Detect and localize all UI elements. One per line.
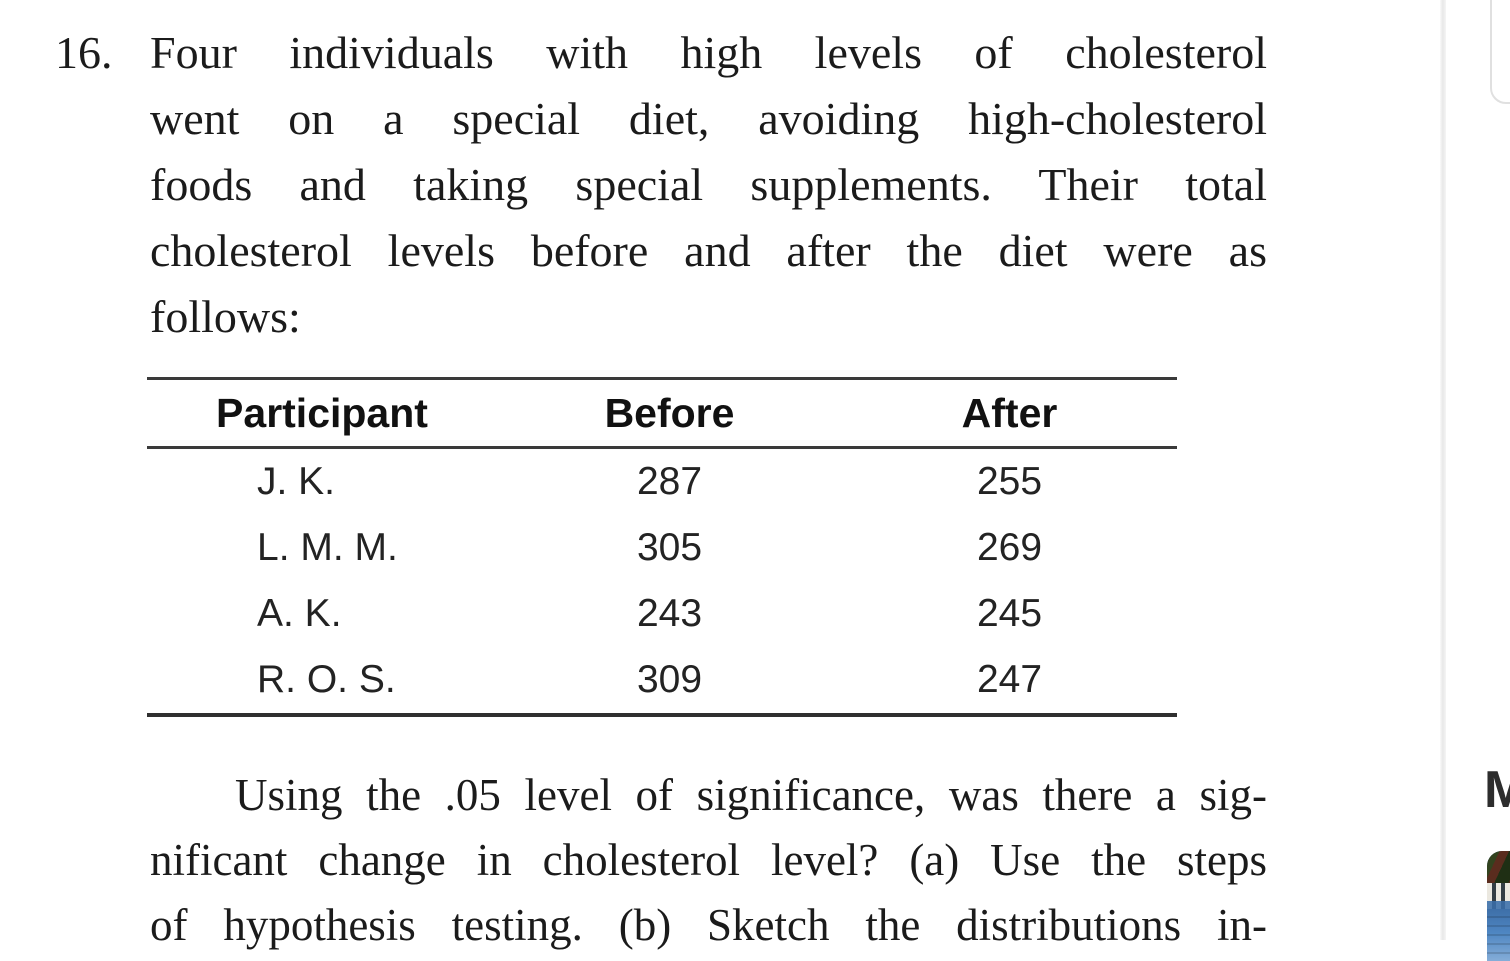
- column-header-after: After: [961, 389, 1058, 436]
- question-line: Using the .05 level of significance, was…: [235, 770, 1267, 820]
- thumbnail-blue-area: [1487, 909, 1510, 961]
- question-line: nificant change in cholesterol level? (a…: [150, 835, 1267, 885]
- table-header-row: Participant Before After: [147, 380, 1177, 449]
- participant-cell: R. O. S.: [257, 658, 396, 701]
- after-cell: 245: [976, 592, 1043, 635]
- problem-question-paragraph: Using the .05 level of significance, was…: [150, 763, 1267, 958]
- table-row: A. K. 243 245: [147, 581, 1177, 647]
- participant-cell: A. K.: [257, 592, 342, 635]
- table-row: L. M. M. 305 269: [147, 515, 1177, 581]
- pane-divider: [1440, 0, 1446, 940]
- table-row: J. K. 287 255: [147, 449, 1177, 515]
- problem-intro-paragraph: Four individuals with high levels of cho…: [150, 20, 1267, 350]
- problem-number: 16.: [55, 27, 113, 78]
- column-header-participant: Participant: [216, 389, 428, 436]
- participant-cell: L. M. M.: [257, 526, 398, 569]
- table-row: R. O. S. 309 247: [147, 647, 1177, 713]
- after-cell: 247: [976, 658, 1043, 701]
- before-cell: 309: [636, 658, 703, 701]
- intro-line: Four individuals with high levels of cho…: [150, 27, 1267, 78]
- column-header-before: Before: [604, 389, 735, 436]
- after-cell: 269: [976, 526, 1043, 569]
- intro-line: follows:: [150, 291, 301, 342]
- before-cell: 305: [636, 526, 703, 569]
- sidebar-heading-partial: M: [1484, 761, 1510, 819]
- question-line: of hypothesis testing. (b) Sketch the di…: [150, 900, 1267, 950]
- card-outline[interactable]: [1490, 0, 1510, 104]
- after-cell: 255: [976, 460, 1043, 503]
- cholesterol-data-table: Participant Before After J. K. 287 255 L…: [147, 377, 1177, 717]
- participant-cell: J. K.: [257, 460, 336, 503]
- intro-line: cholesterol levels before and after the …: [150, 225, 1267, 276]
- thumbnail-pillars-area: [1487, 883, 1510, 909]
- before-cell: 243: [636, 592, 703, 635]
- photo-thumbnail[interactable]: [1487, 851, 1510, 961]
- thumbnail-foliage-area: [1487, 851, 1510, 883]
- before-cell: 287: [636, 460, 703, 503]
- intro-line: went on a special diet, avoiding high-ch…: [150, 93, 1267, 144]
- intro-line: foods and taking special supplements. Th…: [150, 159, 1267, 210]
